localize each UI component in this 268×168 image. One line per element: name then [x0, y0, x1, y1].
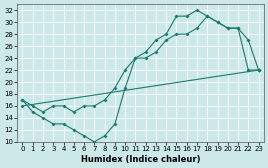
X-axis label: Humidex (Indice chaleur): Humidex (Indice chaleur) [81, 155, 200, 164]
